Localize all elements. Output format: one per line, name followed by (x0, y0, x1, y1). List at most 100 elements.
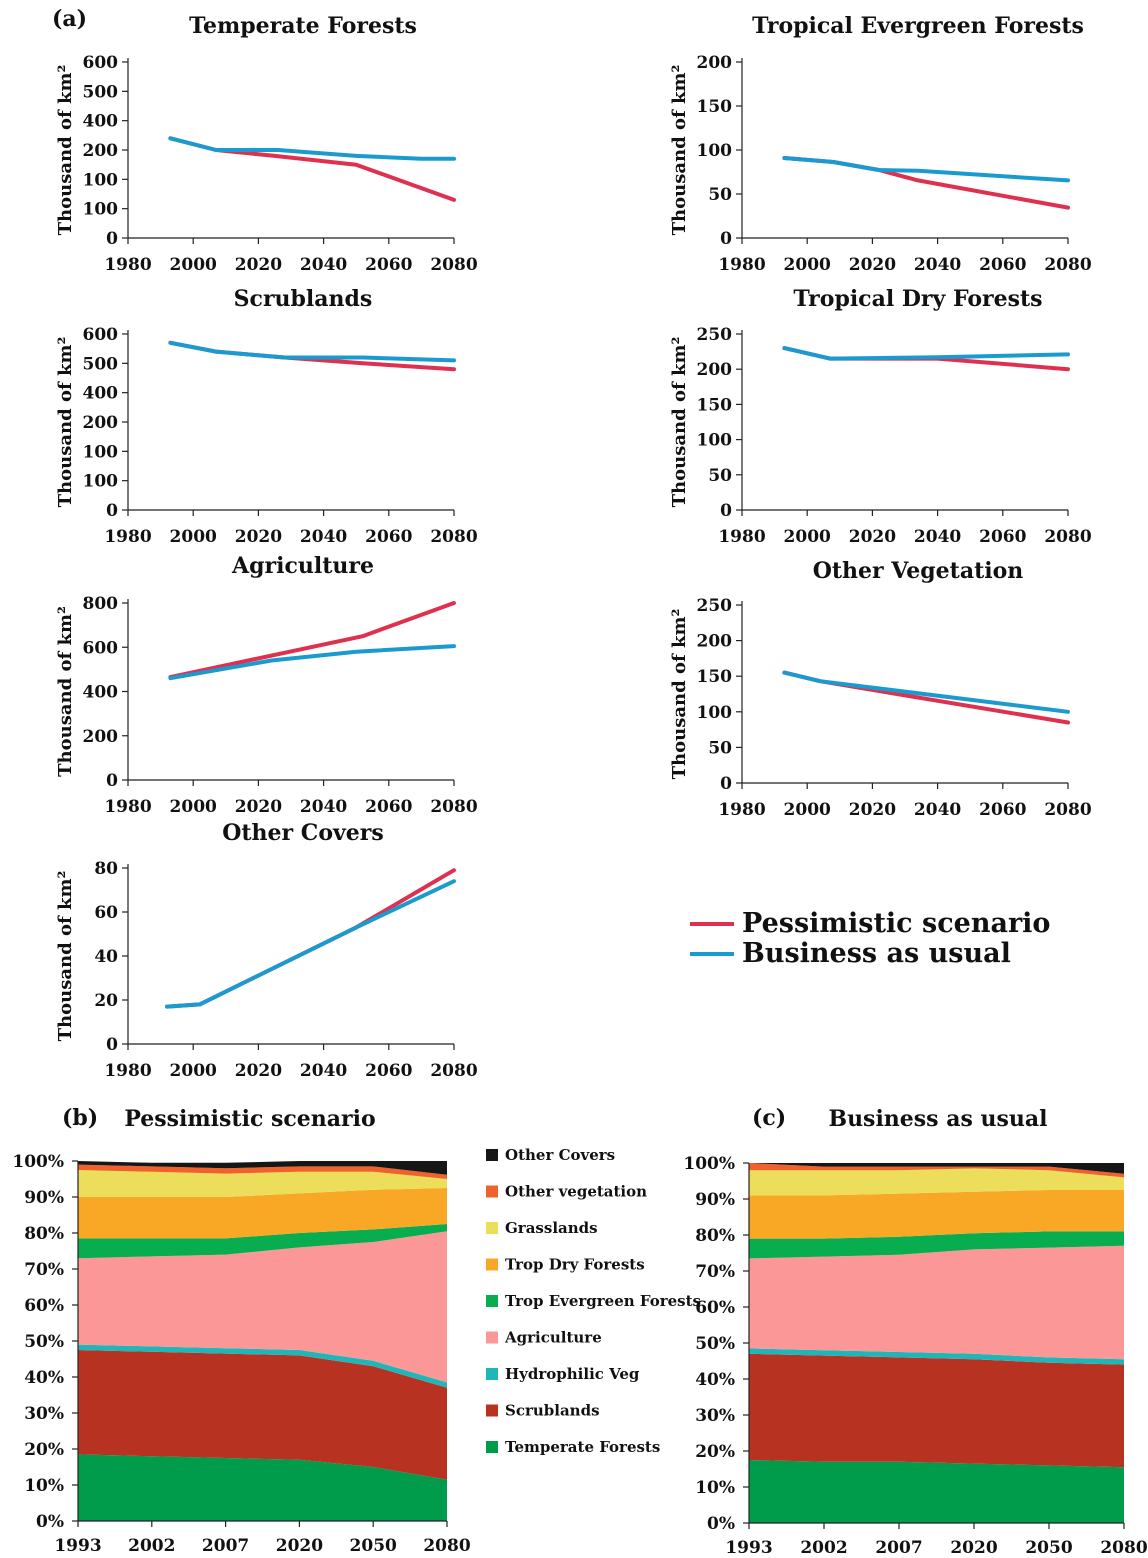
legend-swatch (486, 1149, 498, 1161)
x-tick-label: 1980 (104, 527, 151, 547)
area-other-covers (78, 1161, 447, 1175)
x-tick-label: 2000 (784, 255, 831, 275)
x-tick-label: 2060 (365, 797, 412, 817)
x-tick-label: 2002 (128, 1536, 175, 1556)
x-tick-label: 2000 (170, 1061, 217, 1081)
area-agriculture (749, 1245, 1124, 1360)
y-tick-label: 40% (695, 1370, 735, 1390)
x-tick-label: 2050 (350, 1536, 397, 1556)
x-tick-label: 2007 (875, 1538, 922, 1558)
y-tick-label: 0 (106, 771, 118, 791)
x-tick-label: 2020 (235, 797, 282, 817)
x-tick-label: 2040 (300, 797, 347, 817)
area-other-vegetation (78, 1164, 447, 1179)
chart-title: Business as usual (828, 1106, 1047, 1132)
area-temperate-forests (78, 1454, 447, 1521)
chart-title: Pessimistic scenario (124, 1106, 375, 1132)
x-tick-label: 1980 (104, 797, 151, 817)
y-tick-label: 20% (24, 1440, 64, 1460)
y-tick-label: 0 (720, 229, 732, 249)
y-tick-label: 0 (720, 774, 732, 794)
y-tick-label: 0 (106, 1035, 118, 1055)
line-chart-temperate-forests: Temperate Forests 0 100 100 200 400 500 600 1980… (55, 13, 478, 275)
y-tick-label: 100% (12, 1152, 64, 1172)
chart-title: Other Vegetation (813, 558, 1024, 584)
y-axis-label: Thousand of km² (55, 337, 76, 508)
legend-label-business: Business as usual (742, 938, 1011, 969)
x-tick-label: 1980 (718, 527, 765, 547)
area-grasslands (78, 1170, 447, 1197)
legend-swatch (486, 1368, 498, 1380)
y-tick-label: 80% (24, 1224, 64, 1244)
area-legend: Other Covers Other vegetation Grasslands Tr… (486, 1146, 701, 1456)
y-tick-label: 90% (24, 1188, 64, 1208)
chart-title: Agriculture (231, 553, 374, 579)
y-axis-label: Thousand of km² (55, 65, 76, 236)
x-tick-label: 2020 (235, 255, 282, 275)
y-tick-label: 100 (83, 170, 119, 190)
y-axis-label: Thousand of km² (669, 337, 690, 508)
x-tick-label: 2020 (276, 1536, 323, 1556)
y-tick-label: 200 (83, 727, 119, 747)
legend-swatch (486, 1404, 498, 1417)
legend-label: Agriculture (504, 1329, 602, 1347)
x-tick-label: 1993 (54, 1536, 101, 1556)
y-tick-label: 100 (83, 442, 119, 462)
line-chart-tropical-evergreen-forests: Tropical Evergreen Forests 0 50 100 150 200 19… (669, 13, 1092, 275)
y-tick-label: 10% (24, 1476, 64, 1496)
y-tick-label: 30% (24, 1404, 64, 1424)
x-tick-label: 2040 (914, 527, 961, 547)
x-tick-label: 2020 (849, 527, 896, 547)
area-scrublands (78, 1350, 447, 1480)
y-tick-label: 100 (83, 200, 119, 220)
panel-label-b: (b) (62, 1105, 98, 1131)
x-tick-label: 1980 (104, 1061, 151, 1081)
legend-swatch (486, 1295, 498, 1307)
x-tick-label: 2060 (979, 800, 1026, 820)
x-tick-label: 2040 (914, 255, 961, 275)
x-tick-label: 2080 (1044, 527, 1091, 547)
area-chart-business-as-usual: Business as usual 0% 10% 20% 30% 40% 50% 60% 70%… (683, 1106, 1147, 1558)
x-tick-label: 2040 (300, 527, 347, 547)
legend-swatch (486, 1185, 498, 1198)
y-tick-label: 150 (697, 97, 733, 117)
y-tick-label: 50 (708, 466, 732, 486)
y-axis-label: Thousand of km² (669, 65, 690, 236)
y-tick-label: 100 (697, 431, 733, 451)
series-line-business-as-usual (168, 136, 456, 161)
y-tick-label: 600 (83, 53, 119, 73)
y-tick-label: 200 (83, 413, 119, 433)
x-tick-label: 1980 (718, 800, 765, 820)
y-axis-label: Thousand of km² (669, 609, 690, 780)
y-tick-label: 150 (697, 667, 733, 687)
y-tick-label: 40% (24, 1368, 64, 1388)
x-tick-label: 2040 (300, 1061, 347, 1081)
y-tick-label: 0% (707, 1514, 735, 1534)
x-tick-label: 2020 (235, 527, 282, 547)
legend-item-trop-evergreen-forests: Trop Evergreen Forests (486, 1292, 701, 1310)
y-tick-label: 100 (697, 141, 733, 161)
y-tick-label: 150 (697, 395, 733, 415)
y-tick-label: 60% (24, 1296, 64, 1316)
series-line-pessimistic-scenario (165, 868, 456, 1009)
y-tick-label: 20 (94, 991, 118, 1011)
legend-item-other-vegetation: Other vegetation (486, 1183, 647, 1201)
legend-item-scrublands: Scrublands (486, 1402, 600, 1420)
x-tick-label: 2060 (979, 255, 1026, 275)
series-line-business-as-usual (782, 156, 1070, 183)
y-tick-label: 70% (695, 1262, 735, 1282)
x-tick-label: 2060 (365, 255, 412, 275)
x-tick-label: 2000 (784, 527, 831, 547)
area-grasslands (749, 1168, 1124, 1196)
area-other-covers (749, 1163, 1124, 1174)
line-charts: Temperate Forests01001002004005006001980… (55, 13, 1092, 1081)
y-tick-label: 10% (695, 1478, 735, 1498)
x-tick-label: 2000 (784, 800, 831, 820)
y-tick-label: 0 (106, 501, 118, 521)
x-tick-label: 2020 (950, 1538, 997, 1558)
legend-swatch (486, 1441, 498, 1453)
legend-item-agriculture: Agriculture (486, 1329, 602, 1347)
x-tick-label: 2080 (1044, 800, 1091, 820)
